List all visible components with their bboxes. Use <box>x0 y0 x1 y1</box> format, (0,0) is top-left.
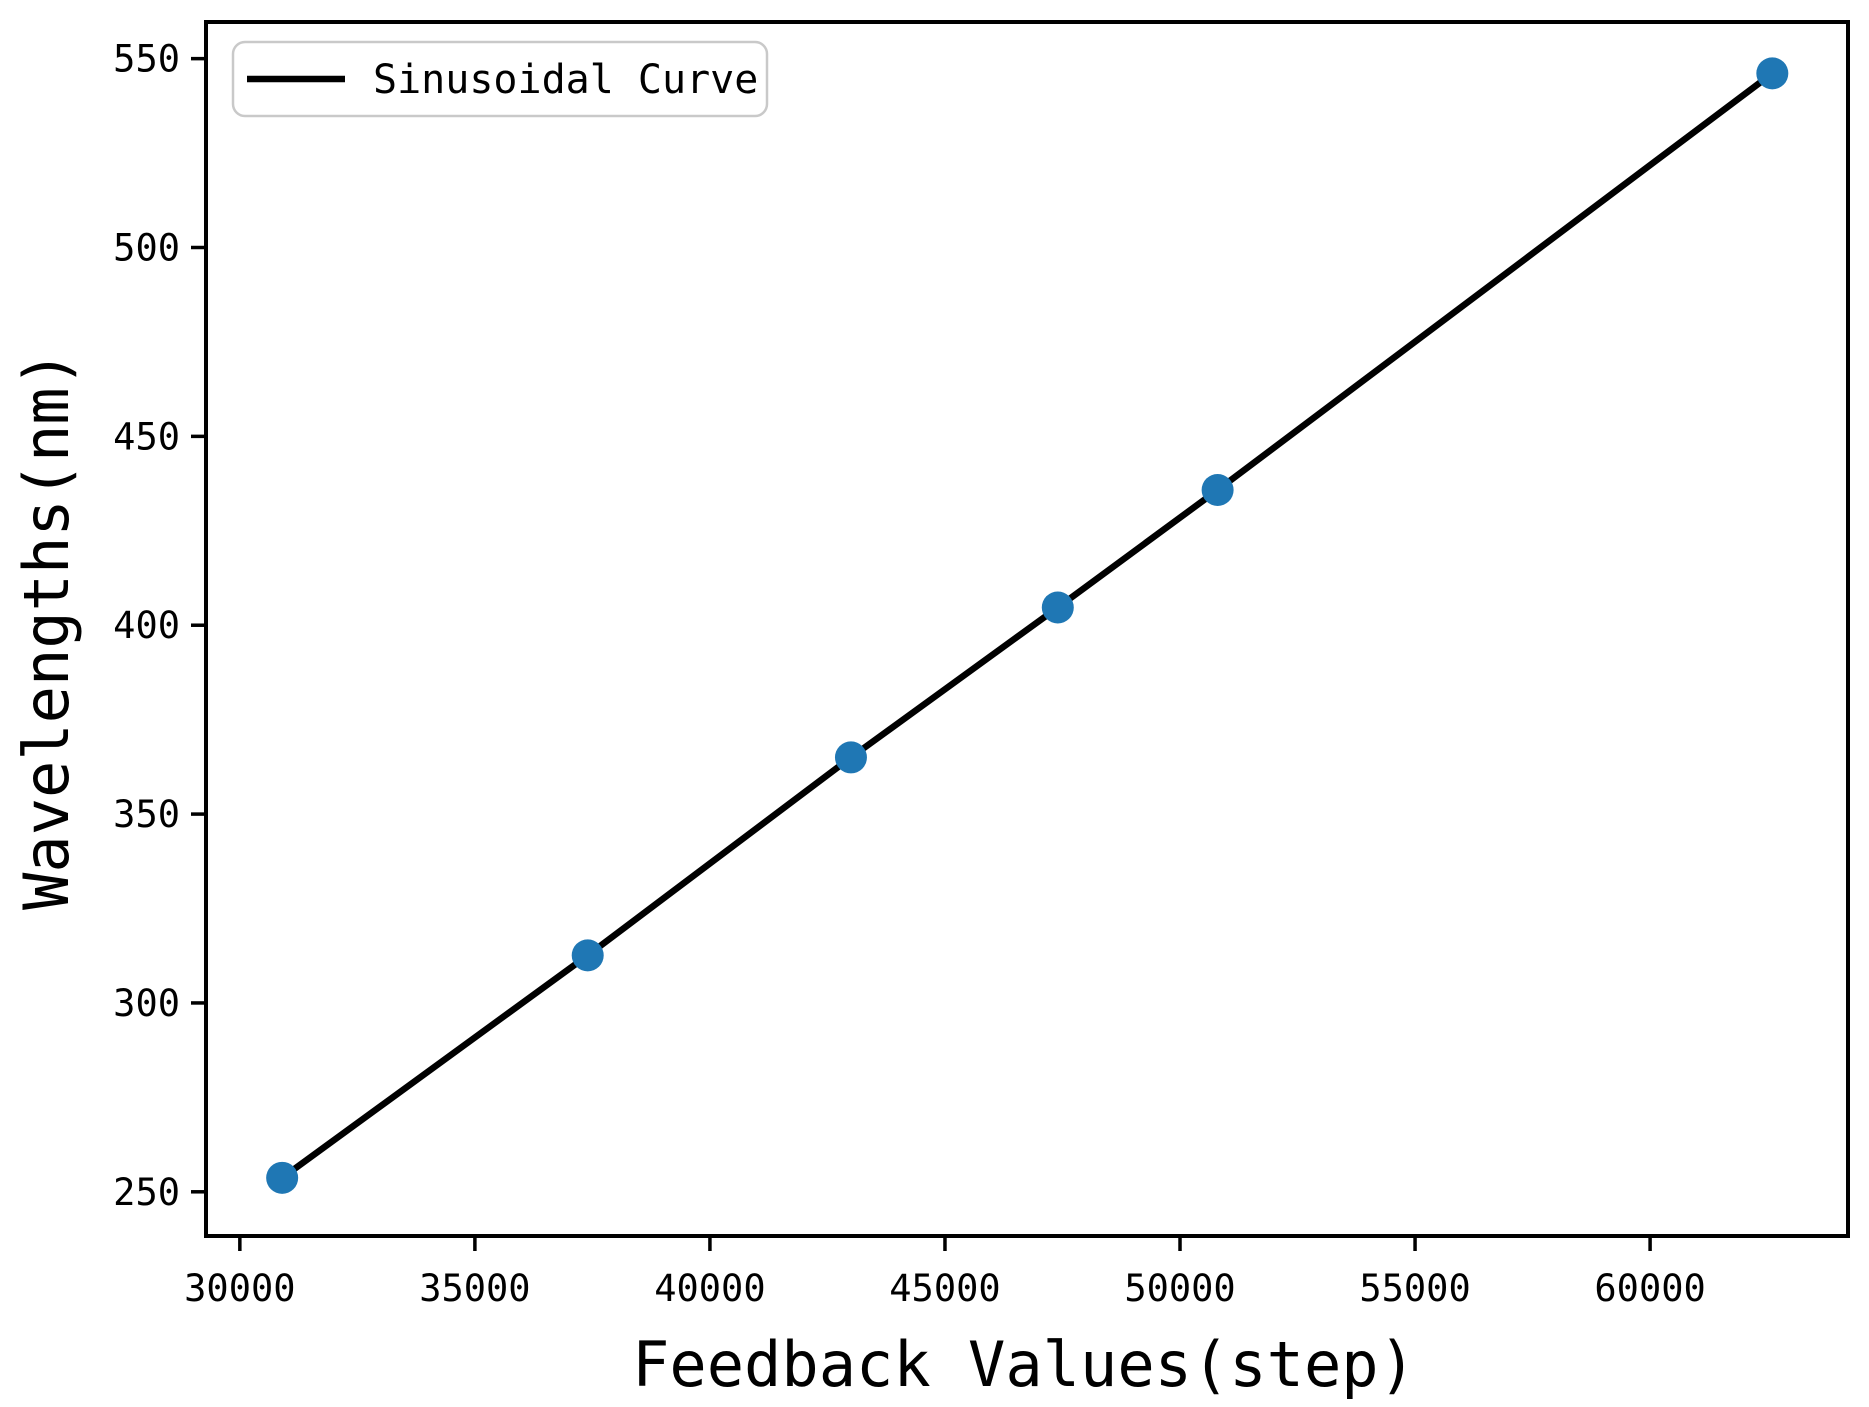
x-tick-label: 50000 <box>1124 1267 1235 1310</box>
x-tick-label: 45000 <box>889 1267 1000 1310</box>
data-point <box>1041 591 1074 624</box>
y-axis-label: Wavelengths(nm) <box>10 350 83 910</box>
data-point <box>266 1161 299 1194</box>
data-points <box>266 57 1789 1194</box>
legend: Sinusoidal Curve <box>231 40 769 118</box>
data-point <box>571 939 604 972</box>
plot-area <box>204 20 1850 1238</box>
y-tick-label: 450 <box>113 415 180 458</box>
legend-label: Sinusoidal Curve <box>373 57 758 103</box>
fit-line <box>278 70 1776 1182</box>
x-tick-label: 55000 <box>1359 1267 1470 1310</box>
data-point <box>1201 473 1234 506</box>
y-tick-label: 250 <box>113 1171 180 1214</box>
data-point <box>834 741 867 774</box>
legend-box <box>231 40 769 118</box>
x-tick-label: 60000 <box>1594 1267 1705 1310</box>
y-tick-label: 550 <box>113 38 180 81</box>
y-tick-label: 500 <box>113 227 180 270</box>
x-tick-label: 35000 <box>419 1267 530 1310</box>
y-tick-label: 400 <box>113 604 180 647</box>
y-tick-label: 300 <box>113 982 180 1025</box>
y-axis-ticks: 250 300 350 400 450 500 550 <box>113 38 206 1214</box>
x-tick-label: 30000 <box>184 1267 295 1310</box>
y-tick-label: 350 <box>113 793 180 836</box>
data-point <box>1756 57 1789 90</box>
x-axis-ticks: 30000 35000 40000 45000 50000 55000 60000 <box>184 1236 1706 1310</box>
x-tick-label: 40000 <box>654 1267 765 1310</box>
x-axis-label: Feedback Values(step) <box>632 1328 1416 1401</box>
